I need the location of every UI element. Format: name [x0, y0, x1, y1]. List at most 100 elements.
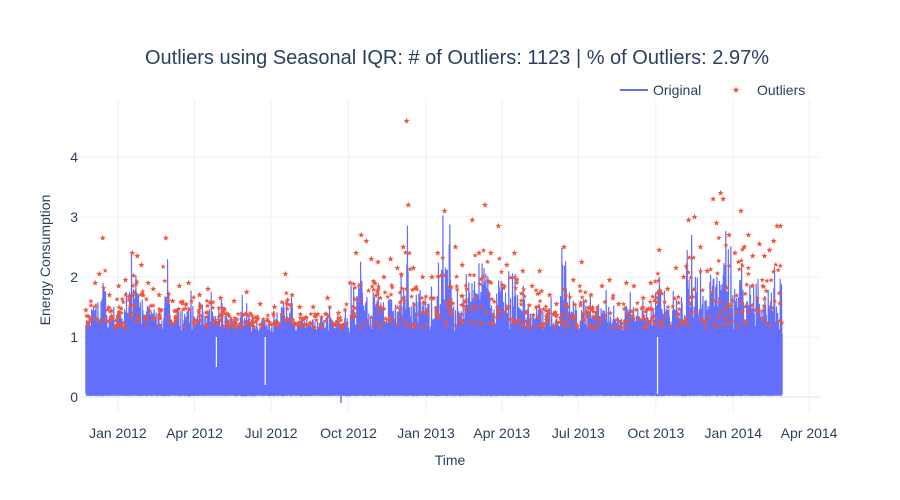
outlier-point: [92, 303, 99, 309]
outlier-point: [529, 324, 535, 330]
legend-outliers-label: Outliers: [757, 82, 805, 98]
outlier-point: [358, 231, 365, 238]
outlier-point: [216, 305, 222, 311]
outlier-point: [759, 277, 765, 283]
outlier-point: [494, 304, 500, 310]
outlier-point: [623, 324, 629, 330]
outlier-point: [634, 300, 641, 306]
outlier-point: [411, 301, 417, 307]
outlier-point: [115, 315, 121, 321]
outlier-point: [108, 312, 115, 318]
outlier-point: [686, 254, 692, 260]
outlier-point: [221, 306, 228, 312]
outlier-point: [448, 296, 454, 302]
outlier-point: [643, 316, 650, 322]
outlier-point: [205, 309, 211, 315]
outlier-point: [578, 258, 585, 265]
outlier-point: [182, 301, 189, 307]
outlier-point: [690, 254, 697, 260]
outlier-point: [423, 322, 430, 328]
outlier-point: [745, 231, 752, 238]
outlier-point: [150, 285, 157, 292]
outlier-point: [749, 282, 756, 288]
outlier-point: [374, 258, 382, 265]
outlier-point: [216, 317, 222, 323]
outlier-point: [401, 298, 407, 304]
outlier-point: [217, 317, 224, 323]
outlier-point: [570, 276, 577, 283]
outlier-point: [630, 282, 637, 289]
outlier-point: [409, 321, 415, 327]
outlier-point: [754, 295, 760, 301]
original-series: [85, 215, 783, 403]
outlier-point: [647, 279, 654, 286]
outlier-point: [143, 315, 150, 321]
outlier-point: [370, 278, 377, 284]
outlier-point: [231, 324, 237, 330]
x-tick-label: Jul 2013: [552, 425, 605, 441]
outlier-point: [252, 318, 259, 324]
outlier-point: [237, 320, 243, 326]
outlier-point: [97, 319, 103, 325]
outlier-point: [720, 321, 727, 327]
outlier-point: [441, 207, 448, 214]
outlier-point: [342, 306, 348, 313]
outlier-point: [530, 312, 537, 318]
outlier-point: [545, 318, 551, 324]
outlier-point: [649, 306, 656, 312]
outlier-point: [387, 318, 394, 324]
outlier-point: [582, 298, 589, 304]
outlier-point: [505, 303, 512, 309]
outlier-point: [240, 312, 246, 318]
outlier-point: [649, 293, 656, 299]
x-tick-label: Jul 2012: [245, 425, 298, 441]
outlier-point: [186, 306, 193, 312]
outlier-point: [577, 288, 583, 294]
outlier-point: [101, 285, 107, 291]
outlier-point: [692, 309, 699, 315]
outlier-point: [377, 295, 384, 301]
outlier-point: [116, 311, 122, 317]
y-axis-title: Energy Consumption: [37, 195, 53, 326]
outlier-point: [257, 322, 263, 328]
outlier-point: [526, 322, 532, 328]
outlier-point: [508, 274, 514, 280]
outlier-point: [606, 276, 613, 283]
outlier-point: [158, 307, 165, 313]
outlier-point: [540, 306, 546, 312]
outlier-point: [622, 317, 628, 323]
outlier-point: [490, 320, 496, 326]
outlier-point: [458, 302, 465, 308]
outlier-point: [697, 243, 704, 250]
outlier-point: [574, 323, 581, 329]
outlier-point: [388, 314, 395, 320]
outlier-point: [382, 315, 389, 321]
outlier-point: [357, 296, 363, 302]
outlier-point: [386, 316, 392, 322]
outlier-point: [579, 294, 585, 300]
outlier-point: [85, 323, 91, 329]
outlier-point: [685, 216, 692, 223]
outlier-point: [88, 302, 94, 308]
outlier-point: [580, 316, 586, 322]
outlier-point: [727, 303, 734, 309]
outlier-point: [578, 302, 584, 308]
outlier-point: [529, 282, 536, 289]
outlier-point: [476, 249, 483, 256]
outlier-point: [680, 273, 687, 280]
outlier-point: [247, 310, 254, 316]
outlier-point: [138, 261, 145, 268]
x-tick-label: Apr 2013: [473, 425, 530, 441]
outlier-point: [743, 321, 750, 327]
outlier-point: [720, 195, 727, 202]
outlier-point: [673, 264, 680, 271]
outlier-point: [254, 313, 261, 319]
outlier-point: [583, 308, 590, 314]
outlier-point: [431, 295, 437, 301]
outlier-point: [740, 317, 747, 323]
outlier-point: [722, 315, 728, 321]
outlier-point: [642, 308, 649, 314]
outlier-point: [764, 278, 770, 284]
outlier-point: [541, 321, 547, 327]
outlier-point: [312, 313, 318, 319]
